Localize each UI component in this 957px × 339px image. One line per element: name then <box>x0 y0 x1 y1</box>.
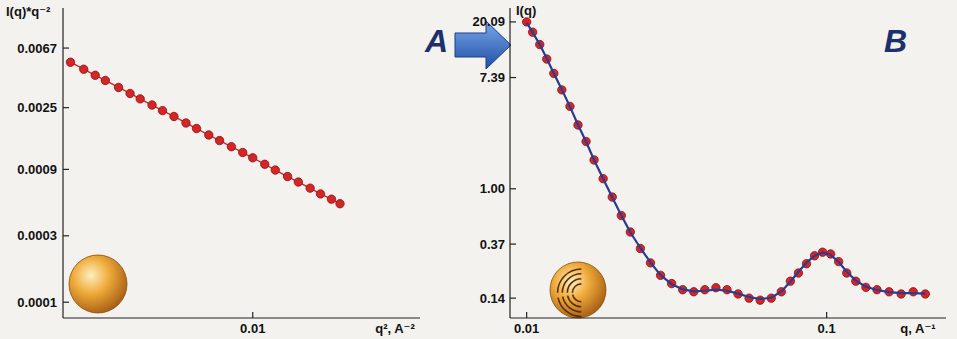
y-tick-label: 0.0067 <box>17 41 57 56</box>
data-point <box>80 65 88 73</box>
data-point <box>261 160 269 168</box>
series-line <box>527 22 926 299</box>
data-point <box>136 95 144 103</box>
x-tick <box>826 312 827 318</box>
x-tick-label: 0.01 <box>240 321 265 336</box>
data-point <box>522 18 530 26</box>
y-axis <box>509 8 510 318</box>
panel-label: A <box>424 23 448 59</box>
x-axis-label: q, A⁻¹ <box>900 321 935 336</box>
y-tick <box>63 302 69 303</box>
data-point <box>239 148 247 156</box>
y-axis-label: I(q)*q⁻² <box>6 4 51 19</box>
y-tick <box>63 107 69 108</box>
y-tick-label: 0.0001 <box>17 295 57 310</box>
data-point <box>336 200 344 208</box>
background <box>0 0 957 339</box>
data-point <box>182 119 190 127</box>
plot-area <box>522 18 929 305</box>
data-point <box>215 136 223 144</box>
x-tick <box>526 312 527 318</box>
y-tick <box>63 47 69 48</box>
data-point <box>306 184 314 192</box>
lamella <box>572 284 581 293</box>
panel: 0.0067 0.0025 0.0009 0.0003 0.0001 0.01 I(q)*q… <box>6 4 448 336</box>
lamella <box>573 295 582 302</box>
y-tick-label: 0.37 <box>480 237 505 252</box>
x-axis <box>63 317 420 318</box>
x-tick-label: 0.1 <box>818 321 836 336</box>
y-tick-label: 0.14 <box>480 291 506 306</box>
y-axis <box>62 8 63 318</box>
data-point <box>271 166 279 174</box>
y-tick-label: 0.0025 <box>17 100 57 115</box>
data-point <box>909 288 917 296</box>
data-point <box>283 172 291 180</box>
data-point <box>327 195 335 203</box>
data-point <box>91 71 99 79</box>
x-tick <box>252 312 253 318</box>
vesicle-icon <box>550 262 606 318</box>
page: {"chart_data": [ {"type": "line", "title… <box>0 0 957 339</box>
x-axis <box>510 317 946 318</box>
data-point <box>294 178 302 186</box>
y-tick <box>510 244 516 245</box>
y-tick <box>510 298 516 299</box>
y-tick <box>63 235 69 236</box>
y-tick-label: 7.39 <box>480 70 505 85</box>
data-point <box>170 112 178 120</box>
y-tick <box>63 169 69 170</box>
y-tick-label: 20.09 <box>472 14 505 29</box>
y-tick <box>510 77 516 78</box>
y-tick-label: 0.0009 <box>17 162 57 177</box>
lamella <box>567 279 581 293</box>
vesicle-icon <box>69 255 127 313</box>
data-point <box>148 101 156 109</box>
data-point <box>756 296 764 304</box>
y-tick <box>510 21 516 22</box>
y-axis-label: I(q) <box>516 3 536 18</box>
data-point <box>249 154 257 162</box>
data-point <box>126 89 134 97</box>
data-point <box>114 83 122 91</box>
lamella <box>562 274 581 293</box>
x-axis-label: q², A⁻² <box>375 321 415 336</box>
data-point <box>66 58 74 66</box>
data-point <box>101 76 109 84</box>
y-tick-label: 1.00 <box>480 181 505 196</box>
data-point <box>227 143 235 151</box>
panel-label: B <box>884 23 907 59</box>
lamella <box>558 269 582 293</box>
x-tick-label: 0.01 <box>514 321 539 336</box>
plot-area <box>66 58 344 208</box>
y-tick <box>510 188 516 189</box>
figure: 0.0067 0.0025 0.0009 0.0003 0.0001 0.01 I(q)*q… <box>0 0 957 339</box>
data-point <box>192 124 200 132</box>
series-line <box>70 62 340 204</box>
data-point <box>158 106 166 114</box>
panel: 20.09 7.39 1.00 0.37 0.14 0.01 0.1 I(q) q, A⁻¹ B <box>472 3 946 336</box>
data-point <box>316 190 324 198</box>
y-tick-label: 0.0003 <box>17 228 57 243</box>
data-point <box>205 131 213 139</box>
